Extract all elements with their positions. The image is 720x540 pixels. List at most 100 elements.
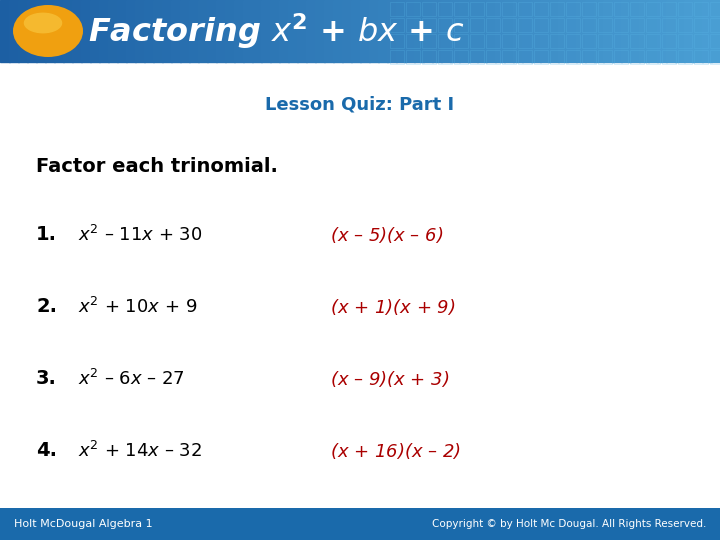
Bar <box>459 0 469 62</box>
Bar <box>566 34 580 48</box>
Bar <box>63 0 73 62</box>
Text: ($x$ + 1)($x$ + 9): ($x$ + 1)($x$ + 9) <box>330 297 456 317</box>
Bar <box>710 50 720 64</box>
Bar <box>594 0 604 62</box>
Bar <box>135 0 145 62</box>
Bar <box>126 0 136 62</box>
Bar <box>639 0 649 62</box>
Bar <box>540 0 550 62</box>
Bar <box>261 0 271 62</box>
Text: 4.: 4. <box>36 442 57 461</box>
Bar <box>470 34 484 48</box>
Bar <box>406 34 420 48</box>
Bar <box>598 18 612 32</box>
Bar <box>486 50 500 64</box>
Bar <box>9 0 19 62</box>
Bar <box>390 34 404 48</box>
Bar <box>297 0 307 62</box>
Bar <box>684 0 694 62</box>
Bar <box>36 0 46 62</box>
Bar <box>72 0 82 62</box>
Text: ($x$ + 16)($x$ – 2): ($x$ + 16)($x$ – 2) <box>330 441 461 461</box>
Bar <box>423 0 433 62</box>
Bar <box>702 0 712 62</box>
Bar <box>550 50 564 64</box>
Text: 3.: 3. <box>36 369 57 388</box>
Bar <box>315 0 325 62</box>
Bar <box>694 2 708 16</box>
Bar <box>630 50 644 64</box>
Bar <box>566 2 580 16</box>
Bar <box>646 34 660 48</box>
Bar <box>518 2 532 16</box>
Bar <box>99 0 109 62</box>
Bar <box>666 0 676 62</box>
Bar <box>432 0 442 62</box>
Bar <box>406 50 420 64</box>
Bar <box>678 34 692 48</box>
Bar <box>567 0 577 62</box>
Bar <box>614 18 628 32</box>
Bar <box>518 50 532 64</box>
Bar <box>522 0 532 62</box>
Text: $x^2$ + 14$x$ – 32: $x^2$ + 14$x$ – 32 <box>78 441 202 461</box>
Bar <box>422 2 436 16</box>
Bar <box>81 0 91 62</box>
Bar <box>531 0 541 62</box>
Bar <box>534 34 548 48</box>
Bar <box>454 18 468 32</box>
Bar <box>657 0 667 62</box>
Bar <box>646 18 660 32</box>
Bar <box>614 2 628 16</box>
Bar <box>576 0 586 62</box>
Text: Lesson Quiz: Part I: Lesson Quiz: Part I <box>266 95 454 113</box>
Bar <box>369 0 379 62</box>
Bar <box>270 0 280 62</box>
Bar <box>710 18 720 32</box>
Bar <box>598 2 612 16</box>
Bar <box>378 0 388 62</box>
Bar <box>550 18 564 32</box>
Bar <box>324 0 334 62</box>
Bar <box>502 18 516 32</box>
Bar <box>225 0 235 62</box>
Bar <box>27 0 37 62</box>
Bar <box>454 50 468 64</box>
Bar <box>18 0 28 62</box>
Bar <box>662 2 676 16</box>
Bar <box>502 34 516 48</box>
Bar <box>216 0 226 62</box>
Text: Copyright © by Holt Mc Dougal. All Rights Reserved.: Copyright © by Holt Mc Dougal. All Right… <box>431 519 706 529</box>
Bar <box>598 34 612 48</box>
Bar <box>342 0 352 62</box>
Bar <box>153 0 163 62</box>
Bar <box>422 18 436 32</box>
Bar <box>162 0 172 62</box>
Bar <box>662 34 676 48</box>
Bar <box>189 0 199 62</box>
Bar <box>630 34 644 48</box>
Bar <box>534 2 548 16</box>
Bar <box>504 0 514 62</box>
Bar <box>518 18 532 32</box>
Bar <box>648 0 658 62</box>
Bar <box>180 0 190 62</box>
Bar <box>502 2 516 16</box>
Bar <box>694 34 708 48</box>
Bar <box>582 50 596 64</box>
Bar <box>454 34 468 48</box>
Bar <box>550 2 564 16</box>
Bar <box>630 0 640 62</box>
Bar <box>234 0 244 62</box>
Bar <box>675 0 685 62</box>
Bar <box>566 18 580 32</box>
Bar <box>582 34 596 48</box>
Text: ($x$ – 9)($x$ + 3): ($x$ – 9)($x$ + 3) <box>330 369 449 389</box>
Bar <box>351 0 361 62</box>
Bar <box>694 50 708 64</box>
Bar <box>582 2 596 16</box>
Bar <box>333 0 343 62</box>
Bar <box>678 50 692 64</box>
Bar <box>486 0 496 62</box>
Bar <box>711 0 720 62</box>
